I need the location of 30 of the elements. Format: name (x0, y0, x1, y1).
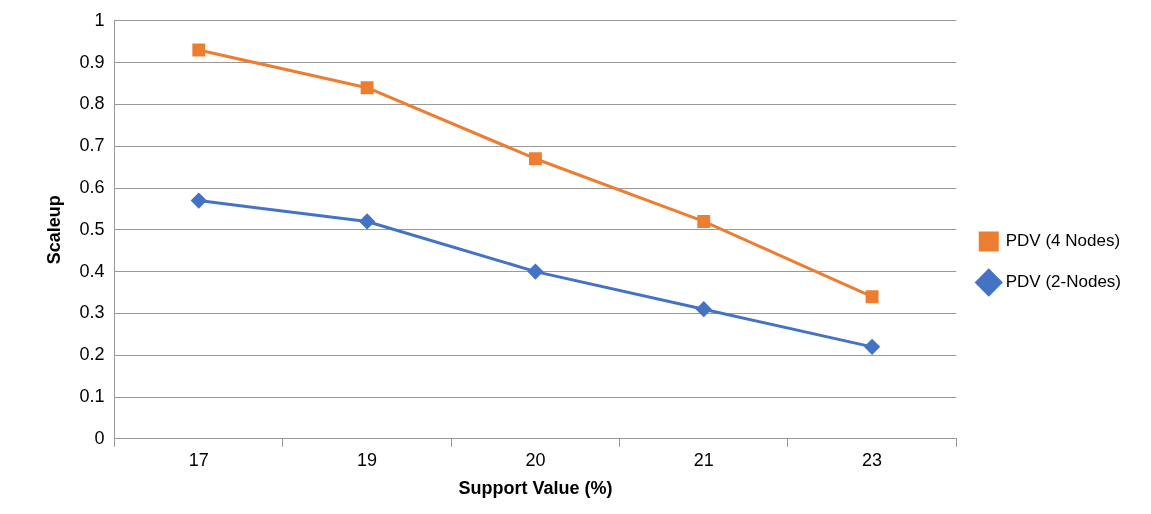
point (865, 290, 879, 304)
x-tick-label: 17 (188, 449, 209, 470)
y-tick-label: 0.4 (79, 260, 105, 281)
y-tick-label: 0.1 (79, 385, 105, 406)
point (527, 264, 543, 280)
x-tick-label: 20 (525, 449, 546, 470)
x-axis-title: Support Value (%) (458, 478, 613, 499)
x-tick-label: 19 (357, 449, 378, 470)
y-tick-label: 0.8 (79, 93, 105, 114)
point (360, 81, 374, 95)
legend-label: PDV (4 Nodes) (1005, 231, 1121, 251)
x-tick-label: 21 (693, 449, 714, 470)
point (191, 193, 207, 209)
point (697, 214, 711, 228)
y-tick-label: 0 (94, 427, 105, 448)
y-tick-label: 0.5 (79, 218, 105, 239)
y-tick-label: 0.3 (79, 302, 105, 323)
y-tick-label: 0.6 (79, 176, 105, 197)
y-tick-label: 0.2 (79, 344, 105, 365)
point (696, 301, 712, 317)
y-axis-title: Scaleup (43, 195, 64, 265)
point (864, 339, 880, 355)
y-tick-label: 0.9 (79, 51, 105, 72)
point (528, 152, 542, 166)
y-tick-label: 0.7 (79, 135, 105, 156)
point (359, 213, 375, 229)
point (192, 43, 206, 57)
x-tick-label: 23 (862, 449, 883, 470)
y-tick-label: 1 (94, 9, 105, 30)
legend-label: PDV (2-Nodes) (1005, 272, 1122, 292)
